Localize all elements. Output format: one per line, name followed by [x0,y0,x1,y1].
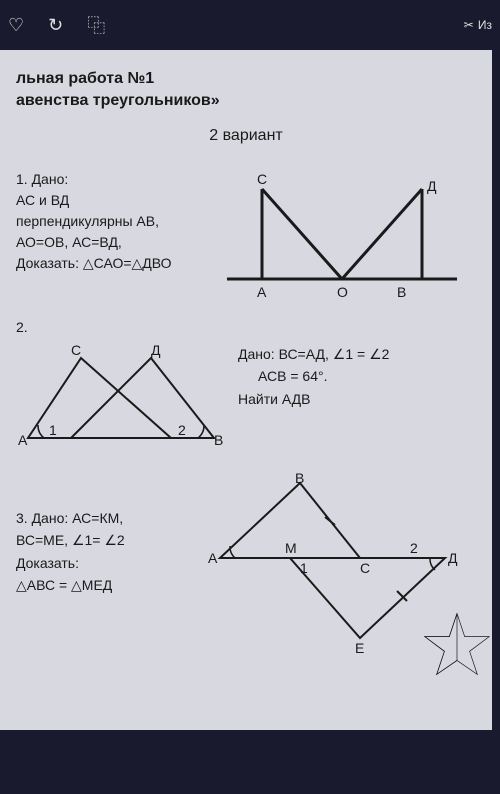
p3-point-D: Д [448,550,458,566]
p2-given: Дано: ВС=АД, ∠1 = ∠2 [238,343,476,365]
p3-angle-2: 2 [410,540,418,556]
edit-button[interactable]: ✂ Из [464,18,492,32]
problem-3-text: 3. Дано: АС=КМ, ВС=МЕ, ∠1= ∠2 Доказать: … [16,507,176,597]
star-decoration [422,610,492,680]
p2-find: Найти АДВ [238,388,476,410]
p3-point-E: Е [355,640,364,653]
p1-line1: АС и ВД [16,190,196,211]
problem-2: А В С Д 1 2 Дано: ВС=АД, ∠1 = ∠2 АСВ = 6… [16,343,476,453]
p2-point-D: Д [151,343,161,358]
worksheet-title: льная работа №1 авенства треугольников» [16,68,476,113]
p1-line4: Доказать: △САО=△ДВО [16,253,196,274]
point-A: А [257,284,267,299]
problem-2-text: Дано: ВС=АД, ∠1 = ∠2 АСВ = 64°. Найти АД… [238,343,476,410]
p3-prove: Доказать: [16,552,176,574]
p2-point-A: А [18,432,28,448]
problem-2-number: 2. [16,319,476,335]
title-line2: авенства треугольников» [16,90,476,112]
point-C: С [257,171,267,187]
p3-angle-1: 1 [300,560,308,576]
toolbar: ♡ ↻ ⿻ ✂ Из [0,0,500,50]
p2-angle-2: 2 [178,422,186,438]
scissors-icon: ✂ [464,18,474,32]
problem-2-diagram: А В С Д 1 2 [16,343,226,453]
p3-given: 3. Дано: АС=КМ, [16,507,176,529]
p2-angle-1: 1 [49,422,57,438]
p2-angle: АСВ = 64°. [258,365,476,387]
crop-icon[interactable]: ⿻ [87,12,105,38]
p3-point-C: С [360,560,370,576]
p3-eq: △АВС = △МЕД [16,574,176,596]
worksheet-page: льная работа №1 авенства треугольников» … [0,50,492,730]
p1-line2: перпендикулярны АВ, [16,211,196,232]
p2-point-C: С [71,343,81,358]
edit-label: Из [478,18,492,32]
p2-point-B: В [214,432,223,448]
problem-1-diagram: А О В С Д [208,169,476,299]
p3-point-B: В [295,473,304,486]
problem-1: 1. Дано: АС и ВД перпендикулярны АВ, АО=… [16,169,476,299]
p3-point-A: А [208,550,218,566]
heart-icon[interactable]: ♡ [8,15,24,36]
p1-label: 1. Дано: [16,169,196,190]
problem-1-text: 1. Дано: АС и ВД перпендикулярны АВ, АО=… [16,169,196,274]
p3-point-M: М [285,540,297,556]
p1-line3: АО=ОВ, АС=ВД, [16,232,196,253]
variant-label: 2 вариант [16,127,476,145]
p3-line2: ВС=МЕ, ∠1= ∠2 [16,529,176,551]
point-O: О [337,284,348,299]
title-line1: льная работа №1 [16,68,476,90]
point-B: В [397,284,406,299]
point-D: Д [427,178,437,194]
rotate-icon[interactable]: ↻ [48,15,63,36]
problem-3: 3. Дано: АС=КМ, ВС=МЕ, ∠1= ∠2 Доказать: … [16,473,476,653]
